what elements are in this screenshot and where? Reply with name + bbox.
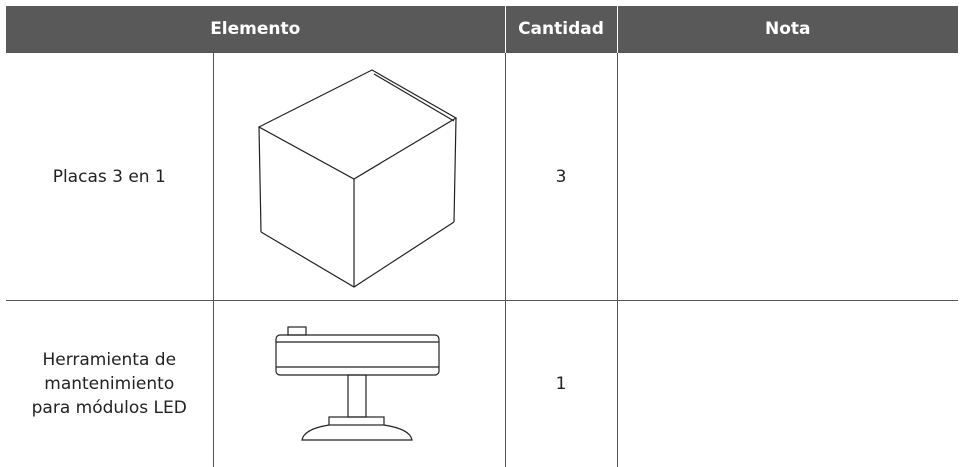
- item-name: Placas 3 en 1: [6, 52, 214, 301]
- header-row: Elemento Cantidad Nota: [6, 6, 958, 53]
- item-note: [616, 300, 958, 467]
- table-row: Placas 3 en 1 3: [6, 52, 958, 301]
- header-cell: Elemento: [6, 6, 505, 53]
- tool-icon: [275, 325, 440, 441]
- items-table: Elemento Cantidad Nota Placas 3 en 1 3 H…: [6, 6, 958, 467]
- table-row: Herramienta de mantenimiento para módulo…: [6, 300, 958, 467]
- item-image: [212, 52, 506, 301]
- item-quantity: 3: [504, 52, 618, 301]
- header-cell: Nota: [616, 6, 958, 53]
- item-name-text: Herramienta de mantenimiento para módulo…: [31, 350, 187, 418]
- item-name: Herramienta de mantenimiento para módulo…: [6, 300, 214, 467]
- item-image: [212, 300, 506, 467]
- item-note: [616, 52, 958, 301]
- cube-icon: [257, 68, 458, 288]
- header-cell: Cantidad: [504, 6, 617, 53]
- item-quantity: 1: [504, 300, 618, 467]
